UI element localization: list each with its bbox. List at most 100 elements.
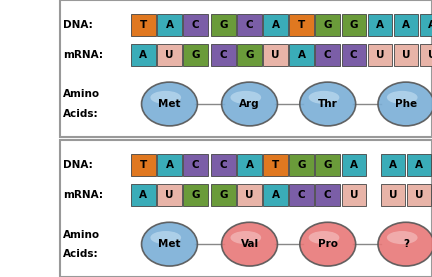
Text: C: C [192,20,199,30]
Ellipse shape [387,231,418,244]
Text: G: G [245,50,254,60]
FancyBboxPatch shape [315,184,340,206]
Ellipse shape [222,222,277,266]
Text: A: A [272,190,280,200]
Ellipse shape [308,91,340,104]
FancyBboxPatch shape [420,14,432,35]
Ellipse shape [300,222,356,266]
FancyBboxPatch shape [211,14,236,35]
FancyBboxPatch shape [211,184,236,206]
FancyBboxPatch shape [315,154,340,176]
Text: Mutated: Mutated [23,179,36,238]
FancyBboxPatch shape [183,154,208,176]
Text: C: C [219,50,227,60]
FancyBboxPatch shape [131,44,156,66]
Text: U: U [349,190,358,200]
FancyBboxPatch shape [131,14,156,35]
FancyBboxPatch shape [289,154,314,176]
FancyBboxPatch shape [131,184,156,206]
Text: G: G [219,20,228,30]
FancyBboxPatch shape [237,184,262,206]
FancyBboxPatch shape [368,14,392,35]
FancyBboxPatch shape [394,44,418,66]
Text: A: A [376,20,384,30]
FancyBboxPatch shape [420,44,432,66]
Text: U: U [415,190,423,200]
Ellipse shape [222,82,277,126]
Text: T: T [140,20,147,30]
Text: Original: Original [23,41,36,96]
FancyBboxPatch shape [315,14,340,35]
FancyBboxPatch shape [315,44,340,66]
Text: G: G [324,20,332,30]
Text: DNA:: DNA: [64,20,93,30]
Text: A: A [140,190,147,200]
Text: Pro: Pro [318,239,338,249]
Text: A: A [350,160,358,170]
Text: U: U [165,190,174,200]
Text: A: A [272,20,280,30]
Ellipse shape [300,82,356,126]
Text: U: U [165,50,174,60]
Ellipse shape [150,231,181,244]
Text: A: A [298,50,306,60]
Text: Arg: Arg [239,99,260,109]
Text: Met: Met [158,239,181,249]
FancyBboxPatch shape [264,14,288,35]
Text: A: A [389,160,397,170]
FancyBboxPatch shape [407,184,431,206]
FancyBboxPatch shape [237,44,262,66]
Text: G: G [191,190,200,200]
Text: G: G [219,190,228,200]
Text: U: U [428,50,432,60]
FancyBboxPatch shape [264,44,288,66]
FancyBboxPatch shape [131,154,156,176]
Text: ?: ? [403,239,409,249]
Ellipse shape [378,82,432,126]
FancyBboxPatch shape [157,184,182,206]
Text: T: T [298,20,305,30]
Ellipse shape [142,82,197,126]
Text: C: C [219,160,227,170]
Ellipse shape [378,222,432,266]
Text: mRNA:: mRNA: [64,50,103,60]
FancyBboxPatch shape [289,14,314,35]
Text: U: U [375,50,384,60]
Text: Thr: Thr [318,99,337,109]
Text: Phe: Phe [395,99,417,109]
FancyBboxPatch shape [342,44,366,66]
FancyBboxPatch shape [157,44,182,66]
Text: U: U [402,50,410,60]
FancyBboxPatch shape [183,184,208,206]
FancyBboxPatch shape [60,140,432,277]
Text: Val: Val [241,239,259,249]
Text: G: G [297,160,306,170]
Text: A: A [165,20,174,30]
FancyBboxPatch shape [289,184,314,206]
FancyBboxPatch shape [289,44,314,66]
Ellipse shape [308,231,340,244]
Text: A: A [165,160,174,170]
Text: U: U [245,190,254,200]
FancyBboxPatch shape [394,14,418,35]
Text: C: C [192,160,199,170]
Text: Acids:: Acids: [64,249,99,259]
Text: G: G [324,160,332,170]
Text: C: C [298,190,305,200]
FancyBboxPatch shape [342,184,366,206]
FancyBboxPatch shape [342,14,366,35]
FancyBboxPatch shape [157,154,182,176]
FancyBboxPatch shape [183,44,208,66]
Text: DNA:: DNA: [64,160,93,170]
Text: U: U [271,50,280,60]
Text: T: T [140,160,147,170]
FancyBboxPatch shape [381,154,405,176]
Text: C: C [324,190,331,200]
Text: T: T [272,160,279,170]
Ellipse shape [142,222,197,266]
Text: Amino: Amino [64,89,101,99]
FancyBboxPatch shape [237,154,262,176]
FancyBboxPatch shape [381,184,405,206]
Text: G: G [349,20,358,30]
Text: C: C [246,20,253,30]
